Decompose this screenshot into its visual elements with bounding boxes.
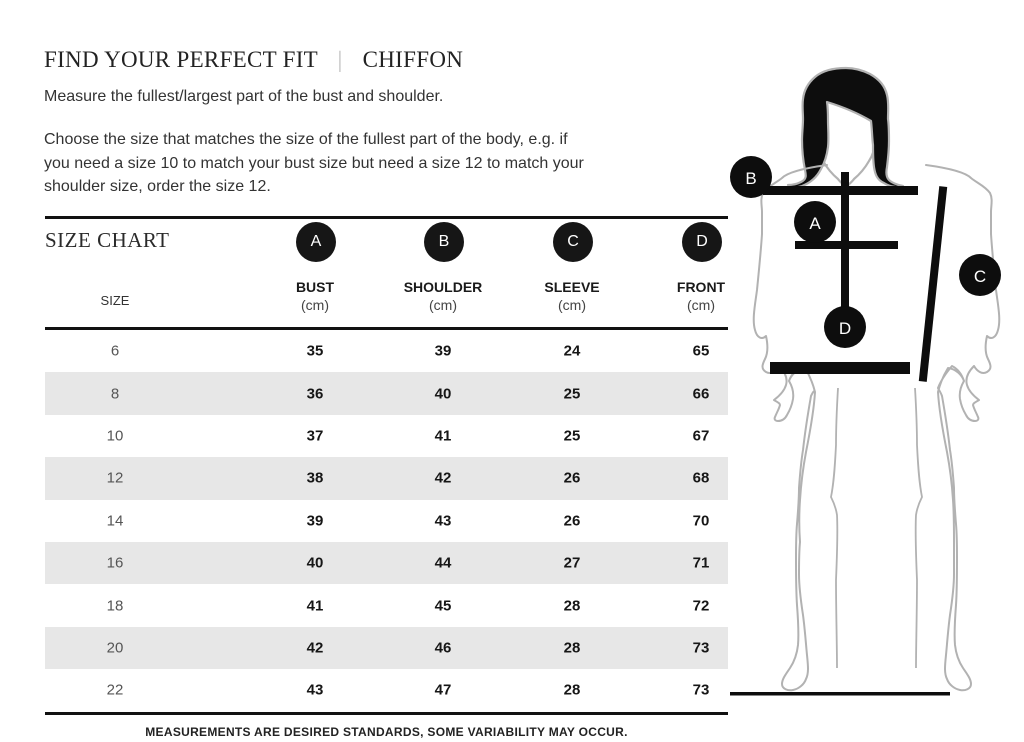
svg-text:A: A	[809, 214, 821, 233]
svg-text:B: B	[745, 169, 756, 188]
svg-text:C: C	[974, 267, 986, 286]
svg-text:D: D	[839, 319, 851, 338]
